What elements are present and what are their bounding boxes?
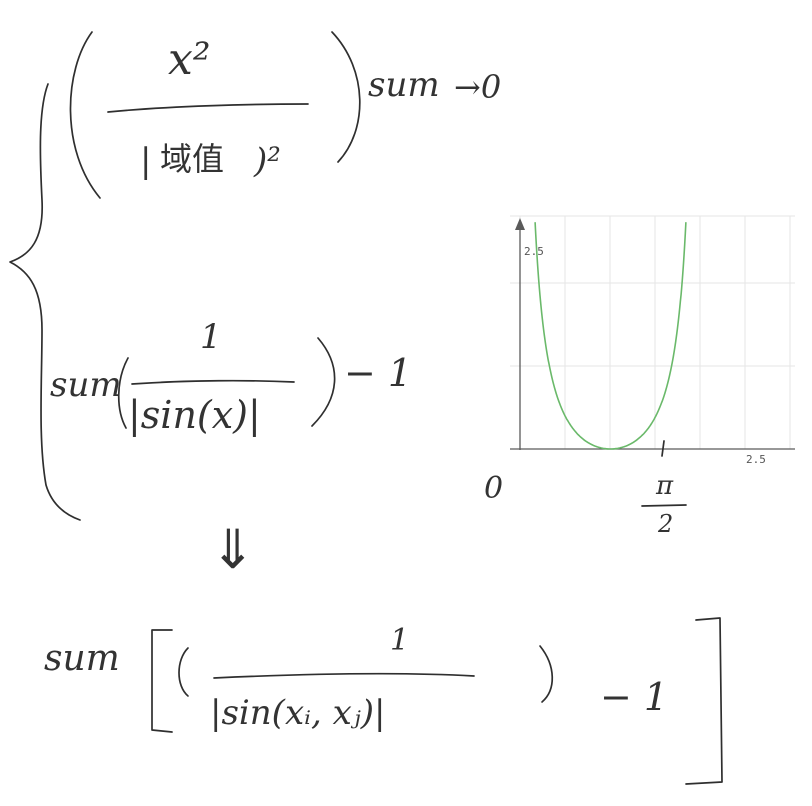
left-paren [117, 357, 129, 429]
formula-1-denominator-close: )² [253, 141, 281, 181]
fraction-bar [107, 103, 309, 113]
plot: 2.5 2.5 [510, 215, 795, 466]
formula-1: x² | 域值 )² sum →0 [69, 31, 501, 199]
formula-2-suffix: − 1 [344, 351, 412, 395]
origin-label: 0 [484, 471, 503, 506]
right-bracket [685, 617, 723, 785]
right-paren [311, 337, 336, 427]
pi-half-tick [661, 440, 665, 457]
pi-half-numerator: π [655, 471, 674, 501]
right-paren [331, 31, 361, 163]
left-paren [69, 31, 101, 199]
formula-3-prefix: sum [44, 638, 120, 679]
right-paren [539, 645, 554, 703]
formula-3: sum 1 |sin(xᵢ, xⱼ)| − 1 [44, 617, 723, 785]
fraction-bar [213, 672, 475, 679]
implies-arrow: ⇓ [210, 518, 255, 581]
pi-half-bar [641, 504, 687, 507]
y-tick-label: 2.5 [524, 245, 544, 258]
x-tick-label: 2.5 [746, 453, 766, 466]
formula-1-denominator-open: | [140, 141, 151, 181]
left-paren [178, 647, 189, 697]
left-bracket [151, 629, 173, 733]
formula-1-numerator: x² [168, 34, 210, 85]
plot-grid [510, 215, 795, 449]
y-axis-arrow [515, 218, 525, 230]
fraction-bar [131, 379, 295, 385]
formula-2-denominator: |sin(x)| [128, 393, 261, 437]
formula-2-numerator: 1 [200, 317, 222, 357]
formula-3-suffix: − 1 [600, 675, 668, 719]
pi-half-denominator: 2 [657, 510, 673, 538]
left-curly-brace [9, 83, 81, 521]
formula-3-denominator: |sin(xᵢ, xⱼ)| [210, 693, 385, 733]
formula-1-suffix: sum [368, 65, 440, 105]
formula-1-limit: →0 [454, 68, 501, 106]
formula-2-prefix: sum [50, 365, 122, 405]
formula-3-numerator: 1 [390, 623, 409, 658]
formula-1-denominator-cn: 域值 [160, 140, 224, 178]
formula-2: sum 1 |sin(x)| − 1 [50, 317, 412, 437]
plot-curve [534, 222, 687, 450]
